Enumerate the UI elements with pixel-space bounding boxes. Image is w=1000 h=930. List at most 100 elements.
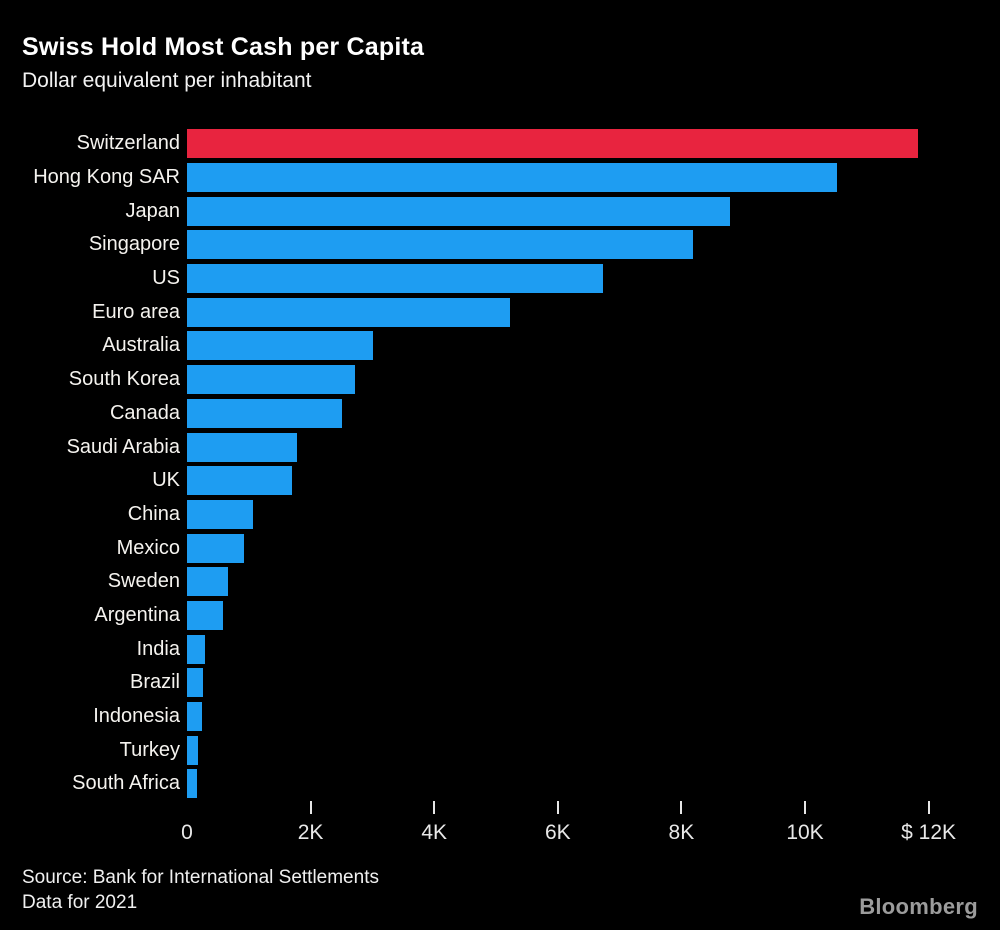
value-bar — [187, 365, 356, 395]
value-bar — [187, 499, 254, 529]
bar-track — [187, 735, 1000, 765]
axis-tick-label: 2K — [297, 821, 324, 844]
chart-row: US — [0, 262, 1000, 296]
axis-tick — [433, 801, 436, 814]
chart-rows: Switzerland Hong Kong SAR Japan Singapore US… — [0, 127, 1000, 801]
country-label: China — [127, 502, 180, 525]
bar-track — [187, 533, 1000, 563]
chart-row: Indonesia — [0, 700, 1000, 734]
bar-track — [187, 196, 1000, 226]
chart-row: Hong Kong SAR — [0, 161, 1000, 195]
chart-row: Saudi Arabia — [0, 430, 1000, 464]
value-bar — [187, 668, 204, 698]
value-bar — [187, 297, 511, 327]
value-bar — [187, 567, 228, 597]
axis-tick-label: 0 — [181, 821, 193, 844]
chart-row: South Korea — [0, 363, 1000, 397]
chart-row: Mexico — [0, 531, 1000, 565]
bar-track — [187, 365, 1000, 395]
value-bar — [187, 331, 373, 361]
value-bar — [187, 466, 293, 496]
country-label: Indonesia — [93, 705, 180, 728]
source-line: Source: Bank for International Settlemen… — [22, 867, 379, 888]
axis-tick — [556, 801, 559, 814]
chart-row: Canada — [0, 397, 1000, 431]
value-bar — [187, 398, 343, 428]
bar-track — [187, 398, 1000, 428]
chart-row: Switzerland — [0, 127, 1000, 161]
country-label: South Africa — [72, 772, 180, 795]
value-bar — [187, 432, 297, 462]
value-bar — [187, 264, 603, 294]
value-bar — [187, 634, 205, 664]
value-bar — [187, 735, 199, 765]
axis-tick-label: 6K — [544, 821, 571, 844]
country-label: Australia — [102, 334, 180, 357]
chart-row: Turkey — [0, 733, 1000, 767]
axis-tick — [680, 801, 683, 814]
bar-track — [187, 600, 1000, 630]
source-note: Source: Bank for International Settlemen… — [22, 865, 379, 915]
bar-track — [187, 634, 1000, 664]
axis-tick-label: $ 12K — [901, 821, 957, 844]
country-label: Singapore — [88, 233, 180, 256]
country-label: Mexico — [116, 536, 180, 559]
axis-tick — [804, 801, 806, 814]
country-label: India — [136, 637, 180, 660]
value-bar — [187, 230, 694, 260]
bloomberg-logo: Bloomberg — [859, 894, 978, 919]
value-bar — [187, 163, 838, 193]
axis-tick-label: 10K — [786, 821, 824, 844]
bar-track — [187, 163, 1000, 193]
value-bar — [187, 129, 919, 159]
bar-track — [187, 230, 1000, 260]
chart-row: Singapore — [0, 228, 1000, 262]
country-label: Turkey — [119, 738, 180, 761]
country-label: Switzerland — [76, 132, 180, 155]
country-label: Brazil — [129, 671, 180, 694]
value-bar — [187, 533, 244, 563]
country-label: Sweden — [107, 570, 180, 593]
chart-row: Euro area — [0, 295, 1000, 329]
country-label: Argentina — [94, 603, 180, 626]
country-label: Saudi Arabia — [66, 435, 180, 458]
chart-row: Sweden — [0, 565, 1000, 599]
chart-row: Australia — [0, 329, 1000, 363]
bar-track — [187, 264, 1000, 294]
x-axis: 0 2K 4K 6K 8K 10K $ 12K — [181, 801, 997, 861]
bar-track — [187, 499, 1000, 529]
chart-row: Argentina — [0, 599, 1000, 633]
bar-track — [187, 769, 1000, 799]
chart-row: Japan — [0, 194, 1000, 228]
page-title: Swiss Hold Most Cash per Capita — [22, 33, 425, 61]
axis-tick — [309, 801, 312, 814]
bar-track — [187, 702, 1000, 732]
bar-track — [187, 331, 1000, 361]
value-bar — [187, 769, 197, 799]
axis-tick-label: 8K — [668, 821, 695, 844]
chart-row: India — [0, 632, 1000, 666]
bar-track — [187, 432, 1000, 462]
bar-track — [187, 297, 1000, 327]
value-bar — [187, 702, 202, 732]
chart-row: South Africa — [0, 767, 1000, 801]
country-label: Euro area — [92, 300, 180, 323]
bar-track — [187, 129, 1000, 159]
bar-track — [187, 466, 1000, 496]
country-label: Japan — [125, 199, 181, 222]
axis-tick — [927, 801, 930, 814]
country-label: UK — [152, 469, 180, 492]
bar-track — [187, 567, 1000, 597]
data-year-line: Data for 2021 — [22, 892, 138, 913]
country-label: Canada — [109, 401, 180, 424]
axis-tick-label: 4K — [421, 821, 448, 844]
bar-track — [187, 668, 1000, 698]
country-label: Hong Kong SAR — [33, 166, 180, 189]
value-bar — [187, 196, 731, 226]
country-label: US — [152, 267, 180, 290]
chart-row: China — [0, 498, 1000, 532]
chart-row: Brazil — [0, 666, 1000, 700]
chart-subtitle: Dollar equivalent per inhabitant — [22, 69, 312, 92]
chart-row: UK — [0, 464, 1000, 498]
country-label: South Korea — [68, 368, 180, 391]
